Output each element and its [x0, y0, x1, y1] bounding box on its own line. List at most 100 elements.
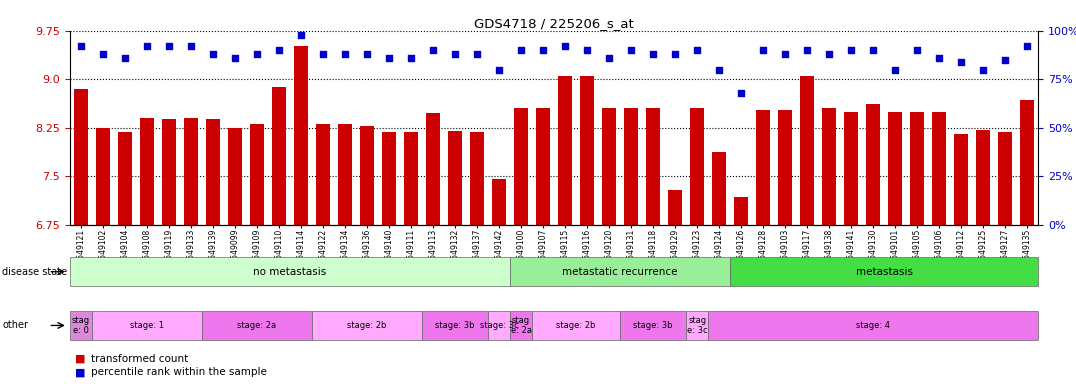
Bar — [668, 190, 682, 225]
Point — [204, 51, 222, 57]
Text: stage: 3c: stage: 3c — [480, 321, 519, 330]
Point — [468, 51, 485, 57]
Bar — [690, 108, 705, 225]
Bar — [558, 76, 572, 225]
Bar — [359, 126, 374, 225]
Bar — [272, 87, 286, 225]
Point — [424, 47, 441, 53]
Bar — [206, 119, 221, 225]
Bar — [734, 197, 749, 225]
Bar — [404, 132, 419, 225]
Point — [402, 55, 420, 61]
Point — [931, 55, 948, 61]
Point — [72, 43, 89, 49]
Bar — [184, 118, 198, 225]
Point — [512, 47, 529, 53]
Point — [952, 59, 969, 65]
Bar — [1020, 100, 1034, 225]
Point — [381, 55, 398, 61]
Text: metastasis: metastasis — [855, 266, 912, 277]
Bar — [932, 111, 947, 225]
Point — [798, 47, 816, 53]
Bar — [316, 124, 330, 225]
Text: stage: 3b: stage: 3b — [634, 321, 672, 330]
Point — [116, 55, 133, 61]
Bar — [601, 108, 617, 225]
Point — [249, 51, 266, 57]
Point — [358, 51, 376, 57]
Bar — [954, 134, 968, 225]
Point — [645, 51, 662, 57]
Bar — [888, 111, 903, 225]
Bar — [580, 76, 594, 225]
Point — [908, 47, 925, 53]
Text: no metastasis: no metastasis — [254, 266, 327, 277]
Text: disease state: disease state — [2, 266, 68, 277]
Bar — [74, 89, 88, 225]
Bar — [866, 104, 880, 225]
Bar — [976, 130, 991, 225]
Bar — [294, 46, 308, 225]
Bar — [910, 111, 924, 225]
Point — [270, 47, 287, 53]
Point — [95, 51, 112, 57]
Bar — [712, 152, 726, 225]
Bar — [448, 131, 463, 225]
Bar — [228, 127, 242, 225]
Point — [600, 55, 618, 61]
Point — [821, 51, 838, 57]
Point — [293, 31, 310, 38]
Bar — [161, 119, 176, 225]
Point — [887, 66, 904, 73]
Bar — [536, 108, 550, 225]
Point — [314, 51, 331, 57]
Point — [556, 43, 574, 49]
Point — [865, 47, 882, 53]
Bar — [778, 109, 792, 225]
Bar — [470, 132, 484, 225]
Point — [710, 66, 727, 73]
Bar — [382, 132, 396, 225]
Text: percentile rank within the sample: percentile rank within the sample — [91, 367, 267, 377]
Text: stag
e: 2a: stag e: 2a — [511, 316, 532, 335]
Bar — [250, 124, 265, 225]
Point — [666, 51, 683, 57]
Point — [777, 51, 794, 57]
Point — [579, 47, 596, 53]
Bar — [756, 109, 770, 225]
Point — [139, 43, 156, 49]
Bar — [426, 113, 440, 225]
Text: other: other — [2, 320, 28, 331]
Bar — [844, 111, 859, 225]
Text: stag
e: 3c: stag e: 3c — [686, 316, 708, 335]
Bar — [646, 108, 661, 225]
Text: metastatic recurrence: metastatic recurrence — [563, 266, 678, 277]
Point — [623, 47, 640, 53]
Bar — [140, 118, 154, 225]
Text: stage: 2b: stage: 2b — [556, 321, 596, 330]
Bar — [801, 76, 815, 225]
Point — [491, 66, 508, 73]
Text: stage: 3b: stage: 3b — [436, 321, 475, 330]
Title: GDS4718 / 225206_s_at: GDS4718 / 225206_s_at — [475, 17, 634, 30]
Text: ■: ■ — [75, 367, 86, 377]
Text: stage: 4: stage: 4 — [856, 321, 890, 330]
Point — [337, 51, 354, 57]
Point — [733, 90, 750, 96]
Bar — [624, 108, 638, 225]
Bar — [96, 127, 110, 225]
Text: stage: 2b: stage: 2b — [348, 321, 386, 330]
Point — [182, 43, 199, 49]
Text: stage: 1: stage: 1 — [130, 321, 164, 330]
Point — [1019, 43, 1036, 49]
Point — [160, 43, 178, 49]
Point — [689, 47, 706, 53]
Point — [535, 47, 552, 53]
Point — [226, 55, 243, 61]
Point — [754, 47, 771, 53]
Text: stag
e: 0: stag e: 0 — [72, 316, 90, 335]
Bar — [117, 132, 132, 225]
Bar — [999, 132, 1013, 225]
Bar — [514, 108, 528, 225]
Text: stage: 2a: stage: 2a — [238, 321, 277, 330]
